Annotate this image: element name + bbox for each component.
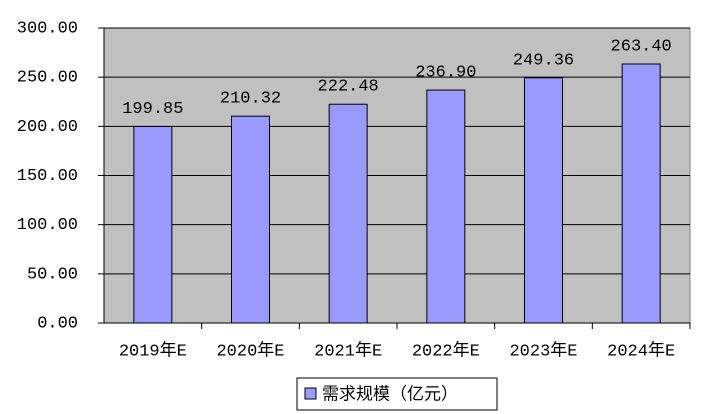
x-tick-label: 2024年E bbox=[607, 340, 675, 361]
x-tick-label: 2019年E bbox=[119, 340, 187, 361]
data-label: 236.90 bbox=[415, 64, 476, 83]
bar bbox=[231, 115, 270, 324]
y-tick-label: 50.00 bbox=[27, 265, 78, 284]
bar bbox=[133, 125, 173, 324]
data-label: 222.48 bbox=[318, 78, 379, 97]
legend-label: 需求规模（亿元） bbox=[322, 384, 458, 405]
x-tick-label: 2021年E bbox=[314, 340, 382, 361]
y-tick-label: 300.00 bbox=[17, 19, 78, 38]
y-tick-label: 250.00 bbox=[17, 69, 78, 88]
bar bbox=[621, 63, 661, 324]
y-tick-label: 150.00 bbox=[17, 167, 78, 186]
y-tick-label: 0.00 bbox=[37, 314, 78, 333]
x-tick-label: 2023年E bbox=[509, 340, 577, 361]
y-tick-label: 100.00 bbox=[17, 216, 78, 235]
legend-box bbox=[296, 377, 498, 411]
bar bbox=[328, 103, 368, 324]
data-label: 210.32 bbox=[220, 90, 281, 109]
legend-swatch bbox=[304, 387, 317, 400]
bar bbox=[524, 77, 563, 324]
data-label: 199.85 bbox=[122, 100, 183, 119]
data-label: 263.40 bbox=[611, 37, 672, 56]
x-tick-label: 2020年E bbox=[216, 340, 284, 361]
x-tick-label: 2022年E bbox=[412, 340, 480, 361]
data-label: 249.36 bbox=[513, 51, 574, 70]
y-tick-label: 200.00 bbox=[17, 118, 78, 137]
bar bbox=[426, 89, 466, 324]
